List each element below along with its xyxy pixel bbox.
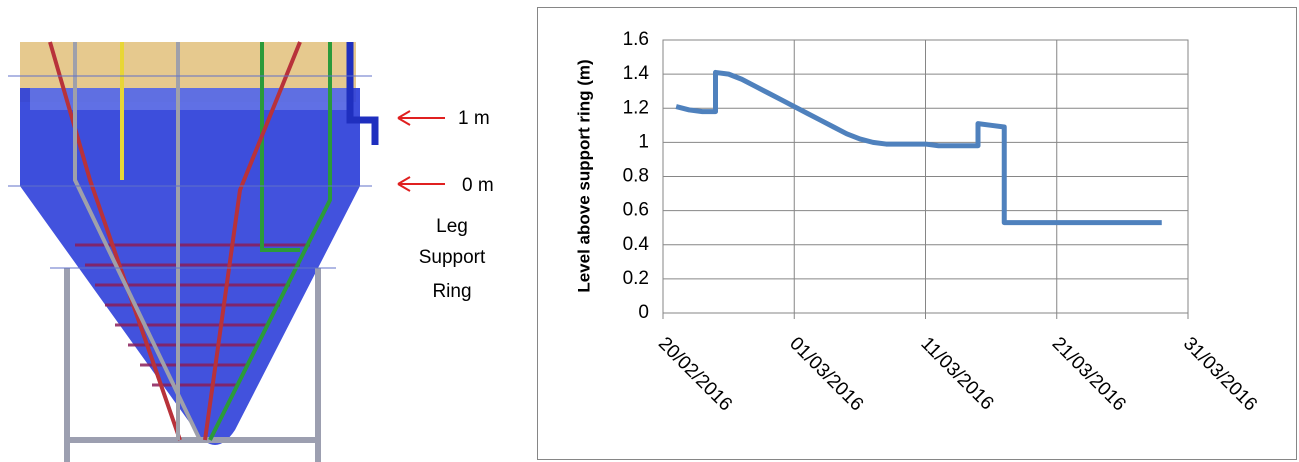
x-tick-label: 20/02/2016 <box>654 333 736 415</box>
y-tick-label: 1.2 <box>623 97 649 118</box>
arrows <box>398 111 445 191</box>
chart-border <box>538 8 1297 460</box>
y-tick-label: 0.8 <box>623 166 649 187</box>
y-tick-label: 0.2 <box>623 268 649 289</box>
tank-cone <box>20 186 360 445</box>
data-line <box>676 72 1162 222</box>
tank-diagram <box>8 42 375 462</box>
y-tick-label: 1.6 <box>623 29 649 50</box>
x-tick-label: 31/03/2016 <box>1179 333 1261 415</box>
level-label: 0 m <box>462 175 494 196</box>
caption: Ring <box>432 281 471 302</box>
x-tick-label: 01/03/2016 <box>785 333 867 415</box>
level-label: 1 m <box>458 108 490 129</box>
y-axis-label: Level above support ring (m) <box>574 59 593 292</box>
y-tick-label: 0.4 <box>623 234 650 255</box>
x-tick-label: 11/03/2016 <box>916 333 997 414</box>
caption: Support <box>419 247 486 268</box>
y-tick-label: 1 <box>638 131 649 152</box>
mesh <box>30 88 350 110</box>
y-tick-label: 1.4 <box>623 63 650 84</box>
y-tick-label: 0.6 <box>623 200 649 221</box>
caption: Leg <box>436 216 468 237</box>
y-tick-label: 0 <box>638 302 649 323</box>
x-tick-label: 21/03/2016 <box>1048 333 1130 415</box>
page: 1 m 0 m Leg Support Ring Level above sup… <box>0 0 1299 462</box>
